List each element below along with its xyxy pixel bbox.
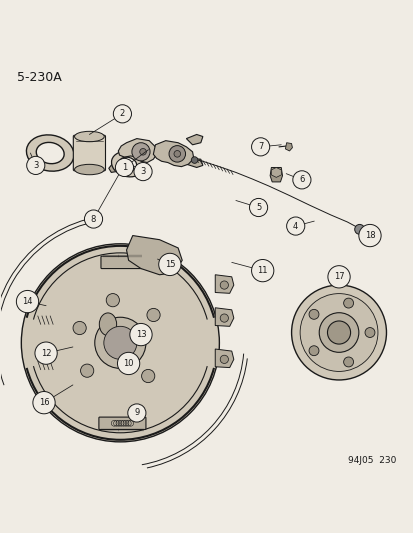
Circle shape [26, 156, 45, 174]
Text: 14: 14 [22, 297, 33, 306]
Circle shape [134, 163, 152, 181]
Circle shape [173, 150, 180, 157]
Ellipse shape [119, 157, 136, 171]
Text: 5: 5 [255, 203, 261, 212]
Polygon shape [285, 143, 292, 151]
Ellipse shape [99, 313, 116, 336]
Text: 12: 12 [41, 349, 51, 358]
Circle shape [33, 392, 55, 414]
Circle shape [158, 253, 180, 276]
Text: 5-230A: 5-230A [17, 70, 62, 84]
Circle shape [327, 321, 350, 344]
Polygon shape [215, 349, 233, 368]
Circle shape [286, 217, 304, 235]
Circle shape [308, 309, 318, 319]
Text: 15: 15 [164, 260, 175, 269]
Circle shape [81, 364, 93, 377]
Circle shape [95, 317, 145, 368]
Circle shape [130, 324, 152, 346]
Text: 2: 2 [119, 109, 125, 118]
Polygon shape [269, 167, 282, 182]
Circle shape [292, 171, 310, 189]
Polygon shape [109, 161, 120, 172]
FancyBboxPatch shape [101, 256, 144, 269]
Polygon shape [118, 139, 157, 163]
Polygon shape [117, 159, 145, 176]
FancyBboxPatch shape [99, 417, 145, 430]
Ellipse shape [26, 135, 74, 171]
Ellipse shape [111, 151, 144, 177]
Circle shape [128, 404, 145, 422]
Ellipse shape [74, 131, 104, 142]
Circle shape [132, 143, 150, 161]
Circle shape [251, 260, 273, 282]
Circle shape [220, 355, 228, 364]
Text: 17: 17 [333, 272, 344, 281]
Circle shape [21, 244, 219, 442]
Text: 9: 9 [134, 408, 139, 417]
Text: 11: 11 [257, 266, 267, 275]
Text: 3: 3 [140, 167, 145, 176]
Circle shape [104, 326, 137, 359]
Polygon shape [186, 134, 202, 145]
Text: 94J05  230: 94J05 230 [348, 456, 396, 465]
Circle shape [364, 328, 374, 337]
Circle shape [191, 157, 197, 163]
Polygon shape [215, 274, 233, 293]
Text: 1: 1 [121, 163, 127, 172]
Text: 10: 10 [123, 359, 133, 368]
Text: 18: 18 [364, 231, 375, 240]
Polygon shape [153, 141, 193, 167]
Text: 7: 7 [257, 142, 263, 151]
Text: 3: 3 [33, 161, 38, 170]
Circle shape [115, 158, 133, 176]
Text: 6: 6 [299, 175, 304, 184]
Circle shape [169, 146, 185, 162]
Text: 4: 4 [292, 222, 298, 231]
Circle shape [220, 281, 228, 289]
Text: 13: 13 [135, 330, 146, 339]
Circle shape [147, 309, 160, 321]
Text: 8: 8 [90, 215, 96, 223]
Polygon shape [271, 167, 281, 177]
Circle shape [249, 198, 267, 216]
Circle shape [140, 149, 146, 155]
Polygon shape [126, 236, 182, 274]
Polygon shape [186, 158, 202, 167]
Circle shape [17, 290, 38, 313]
Circle shape [35, 342, 57, 364]
Circle shape [251, 138, 269, 156]
Ellipse shape [74, 164, 104, 175]
Circle shape [343, 357, 353, 367]
Circle shape [327, 265, 349, 288]
Circle shape [84, 210, 102, 228]
Circle shape [113, 105, 131, 123]
Circle shape [106, 294, 119, 307]
Ellipse shape [36, 142, 64, 164]
FancyBboxPatch shape [73, 135, 105, 171]
Circle shape [318, 313, 358, 352]
Circle shape [73, 321, 86, 335]
Circle shape [354, 224, 364, 235]
Circle shape [358, 224, 380, 247]
Polygon shape [215, 308, 233, 326]
Circle shape [141, 369, 154, 383]
Circle shape [220, 314, 228, 322]
Circle shape [291, 285, 386, 380]
Circle shape [299, 294, 377, 372]
Circle shape [308, 346, 318, 356]
Text: 16: 16 [38, 398, 49, 407]
Circle shape [117, 352, 140, 375]
Circle shape [343, 298, 353, 308]
